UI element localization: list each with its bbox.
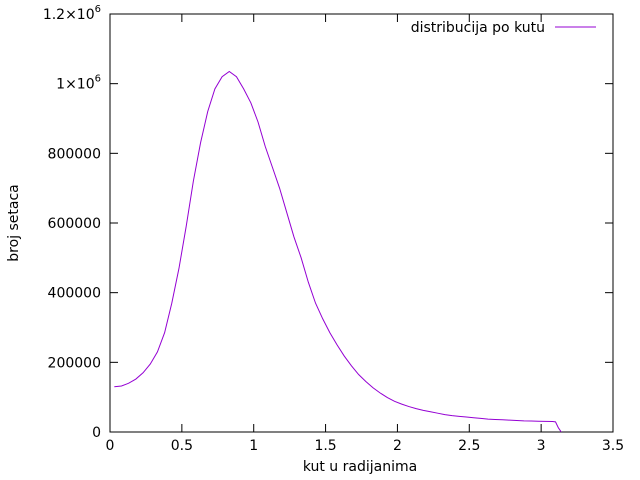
y-tick-label: 1.2×106 bbox=[43, 4, 101, 23]
series-layer bbox=[114, 70, 562, 433]
x-axis-label: kut u radijanima bbox=[303, 459, 417, 475]
x-tick-label: 0 bbox=[106, 438, 115, 454]
plot-frame bbox=[109, 13, 614, 433]
legend-label: distribucija po kutu bbox=[411, 20, 545, 36]
y-tick-label: 400000 bbox=[48, 286, 101, 302]
y-tick-label: 600000 bbox=[48, 216, 101, 232]
y-tick-label: 200000 bbox=[48, 355, 101, 371]
x-tick-label: 0.5 bbox=[171, 438, 193, 454]
y-tick-label: 0 bbox=[92, 425, 101, 441]
legend: distribucija po kutu bbox=[411, 20, 596, 36]
y-tick-label: 800000 bbox=[48, 146, 101, 162]
x-tick-label: 1.5 bbox=[314, 438, 336, 454]
y-axis-ticks: 0 200000 400000 600000 800000 1×106 1.2×106 bbox=[43, 4, 613, 441]
y-tick-label: 1×106 bbox=[56, 74, 101, 93]
x-tick-label: 3.5 bbox=[602, 438, 624, 454]
x-tick-label: 2 bbox=[393, 438, 402, 454]
x-tick-label: 3 bbox=[537, 438, 546, 454]
x-axis-ticks: 0 0.5 1 1.5 2 2.5 3 3.5 bbox=[106, 14, 624, 454]
y-axis-label: broj setaca bbox=[6, 184, 22, 262]
x-tick-label: 1 bbox=[249, 438, 258, 454]
series-line bbox=[114, 70, 562, 433]
x-tick-label: 2.5 bbox=[458, 438, 480, 454]
